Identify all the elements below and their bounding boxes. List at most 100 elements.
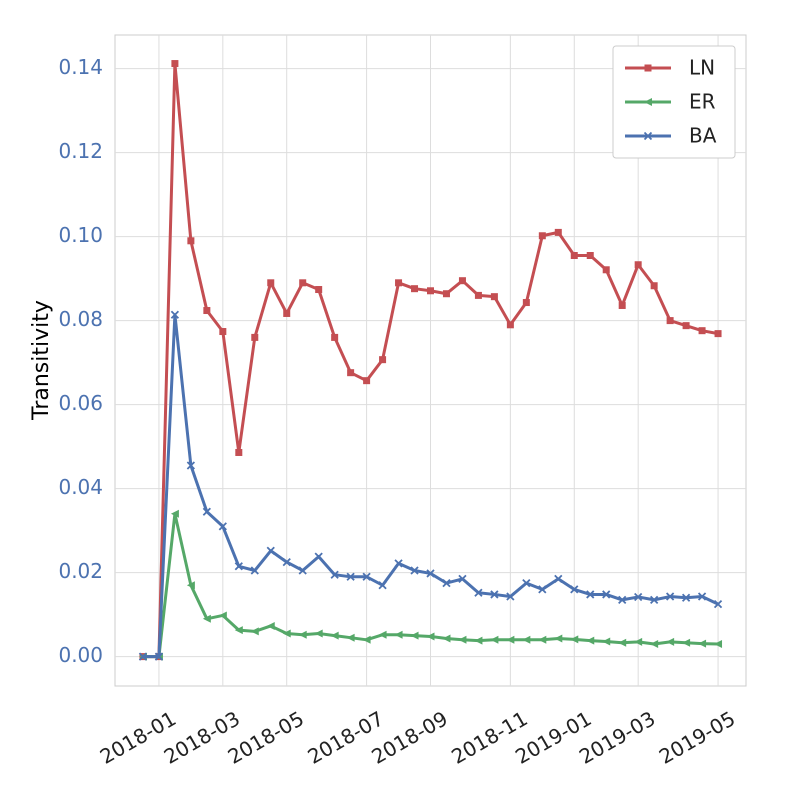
- marker: [362, 572, 371, 581]
- marker: [586, 590, 595, 599]
- marker: [522, 299, 530, 307]
- marker: [586, 252, 594, 259]
- legend-label: BA: [689, 124, 717, 148]
- marker: [330, 631, 339, 640]
- marker: [187, 237, 195, 245]
- marker: [395, 279, 403, 287]
- marker: [682, 638, 691, 647]
- marker: [203, 307, 211, 315]
- marker: [282, 557, 291, 567]
- marker: [570, 252, 578, 259]
- marker: [714, 640, 723, 648]
- marker: [714, 330, 722, 338]
- marker: [474, 291, 482, 299]
- marker: [362, 635, 371, 644]
- marker: [474, 588, 483, 597]
- marker: [154, 652, 164, 661]
- y-tick-label: 0.10: [58, 223, 103, 247]
- marker: [411, 285, 419, 293]
- marker: [586, 636, 595, 645]
- marker: [314, 629, 323, 638]
- marker: [442, 578, 451, 588]
- legend-marker: [644, 98, 652, 106]
- marker: [618, 595, 627, 605]
- y-tick-label: 0.04: [58, 475, 103, 499]
- marker: [650, 595, 659, 605]
- marker: [346, 633, 355, 642]
- marker: [665, 592, 675, 601]
- marker: [713, 599, 723, 609]
- marker: [554, 228, 562, 236]
- marker: [697, 592, 707, 601]
- y-tick-label: 0.08: [58, 307, 103, 331]
- marker: [218, 611, 227, 620]
- marker: [666, 317, 674, 325]
- marker: [602, 590, 611, 599]
- marker: [538, 585, 547, 594]
- marker: [458, 635, 467, 644]
- legend-label: LN: [689, 56, 715, 80]
- marker: [186, 581, 195, 590]
- marker: [394, 559, 403, 568]
- marker: [698, 639, 707, 648]
- marker: [522, 578, 531, 588]
- marker: [314, 552, 323, 561]
- marker: [378, 581, 387, 590]
- legend-label: ER: [689, 90, 716, 114]
- legend: LN ER BA: [612, 45, 736, 159]
- marker: [410, 566, 419, 575]
- x-tick-label: 2019-05: [655, 706, 739, 769]
- marker: [250, 566, 259, 575]
- marker: [634, 261, 642, 269]
- marker: [442, 290, 450, 298]
- marker: [186, 461, 196, 470]
- marker: [538, 635, 547, 644]
- marker: [538, 232, 546, 240]
- marker: [650, 640, 659, 648]
- marker: [235, 448, 243, 456]
- marker: [427, 287, 434, 295]
- marker: [506, 592, 515, 601]
- marker: [618, 301, 626, 309]
- marker: [681, 593, 691, 602]
- marker: [634, 637, 643, 646]
- marker: [554, 634, 563, 643]
- marker: [171, 60, 179, 68]
- marker: [618, 638, 627, 647]
- marker: [490, 293, 498, 301]
- series: [138, 310, 723, 661]
- marker: [634, 592, 643, 602]
- marker: [554, 574, 563, 584]
- marker: [410, 631, 419, 640]
- marker: [379, 356, 387, 364]
- marker: [426, 569, 435, 578]
- legend-marker: [643, 131, 653, 141]
- y-axis-label: Transitivity: [29, 300, 54, 421]
- marker: [602, 637, 611, 646]
- y-tick-label: 0.02: [58, 559, 103, 583]
- marker: [283, 309, 291, 317]
- marker: [298, 630, 307, 639]
- y-tick-label: 0.06: [58, 391, 103, 415]
- marker: [490, 635, 499, 644]
- marker: [698, 327, 706, 335]
- marker: [251, 333, 259, 341]
- marker: [219, 328, 227, 336]
- y-tick-label: 0.14: [58, 55, 103, 79]
- marker: [347, 369, 355, 377]
- marker: [170, 310, 180, 319]
- marker: [442, 634, 451, 643]
- marker: [650, 282, 658, 290]
- marker: [234, 626, 243, 635]
- marker: [506, 321, 514, 329]
- marker: [522, 635, 531, 644]
- marker: [570, 585, 579, 594]
- marker: [682, 322, 690, 330]
- marker: [138, 652, 148, 661]
- marker: [458, 277, 466, 285]
- legend-box: [612, 45, 736, 159]
- marker: [474, 636, 483, 645]
- marker: [570, 635, 579, 644]
- marker: [394, 630, 403, 639]
